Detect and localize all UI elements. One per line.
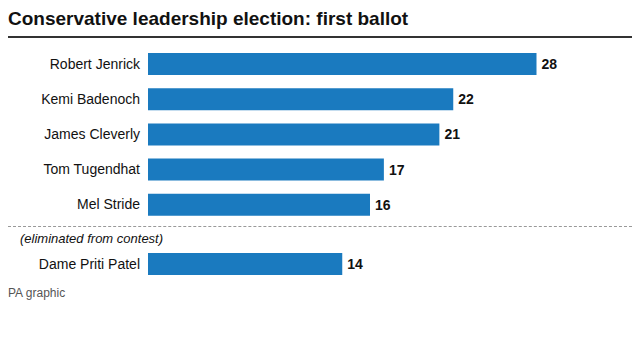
svg-text:Robert Jenrick: Robert Jenrick xyxy=(50,56,141,72)
svg-text:16: 16 xyxy=(375,197,391,213)
svg-text:14: 14 xyxy=(347,256,363,272)
svg-text:17: 17 xyxy=(389,162,405,178)
svg-text:21: 21 xyxy=(444,126,460,142)
svg-text:James Cleverly: James Cleverly xyxy=(44,126,140,142)
svg-text:Kemi Badenoch: Kemi Badenoch xyxy=(41,91,140,107)
svg-text:Dame Priti Patel: Dame Priti Patel xyxy=(39,256,140,272)
svg-text:Tom Tugendhat: Tom Tugendhat xyxy=(43,161,140,177)
svg-text:22: 22 xyxy=(458,91,474,107)
html-text:(eliminated from contest): (eliminated from contest) xyxy=(20,231,164,246)
svg-text:Mel Stride: Mel Stride xyxy=(77,196,140,212)
html-text:Conservative leadership electi: Conservative leadership election: first … xyxy=(8,8,409,29)
svg-text:28: 28 xyxy=(542,56,558,72)
html-text:PA graphic: PA graphic xyxy=(8,286,66,300)
